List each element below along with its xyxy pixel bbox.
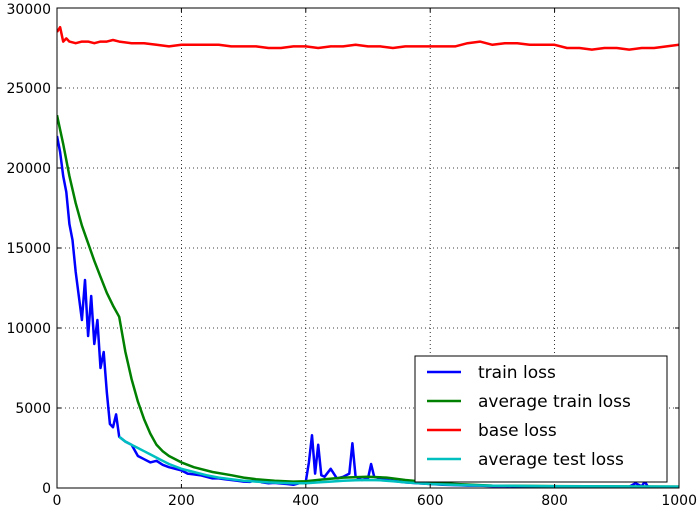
y-tick-label: 10000 <box>6 321 51 337</box>
y-tick-label: 30000 <box>6 2 51 18</box>
legend-label: average test loss <box>478 450 624 470</box>
x-tick-label: 0 <box>53 493 62 508</box>
x-tick-label: 600 <box>417 493 444 508</box>
legend: train loss average train loss base loss ave… <box>414 355 668 483</box>
series-line-average-test-loss <box>118 435 679 488</box>
y-tick-label: 15000 <box>6 241 51 257</box>
y-tick-label: 25000 <box>6 81 51 97</box>
x-tick-label: 200 <box>168 493 195 508</box>
legend-label: average train loss <box>478 392 631 412</box>
x-tick-label: 1000 <box>661 493 697 508</box>
y-tick-label: 0 <box>42 481 51 497</box>
y-tick-label: 20000 <box>6 161 51 177</box>
axis-ticks: 0 200 400 600 800 100005000100001500020000250… <box>6 2 697 508</box>
x-tick-label: 400 <box>292 493 319 508</box>
x-tick-label: 800 <box>541 493 568 508</box>
legend-label: base loss <box>478 421 557 441</box>
series-line-base-loss <box>57 25 679 51</box>
legend-label: train loss <box>478 363 556 383</box>
y-tick-label: 5000 <box>15 401 51 417</box>
legend-box <box>414 355 668 483</box>
